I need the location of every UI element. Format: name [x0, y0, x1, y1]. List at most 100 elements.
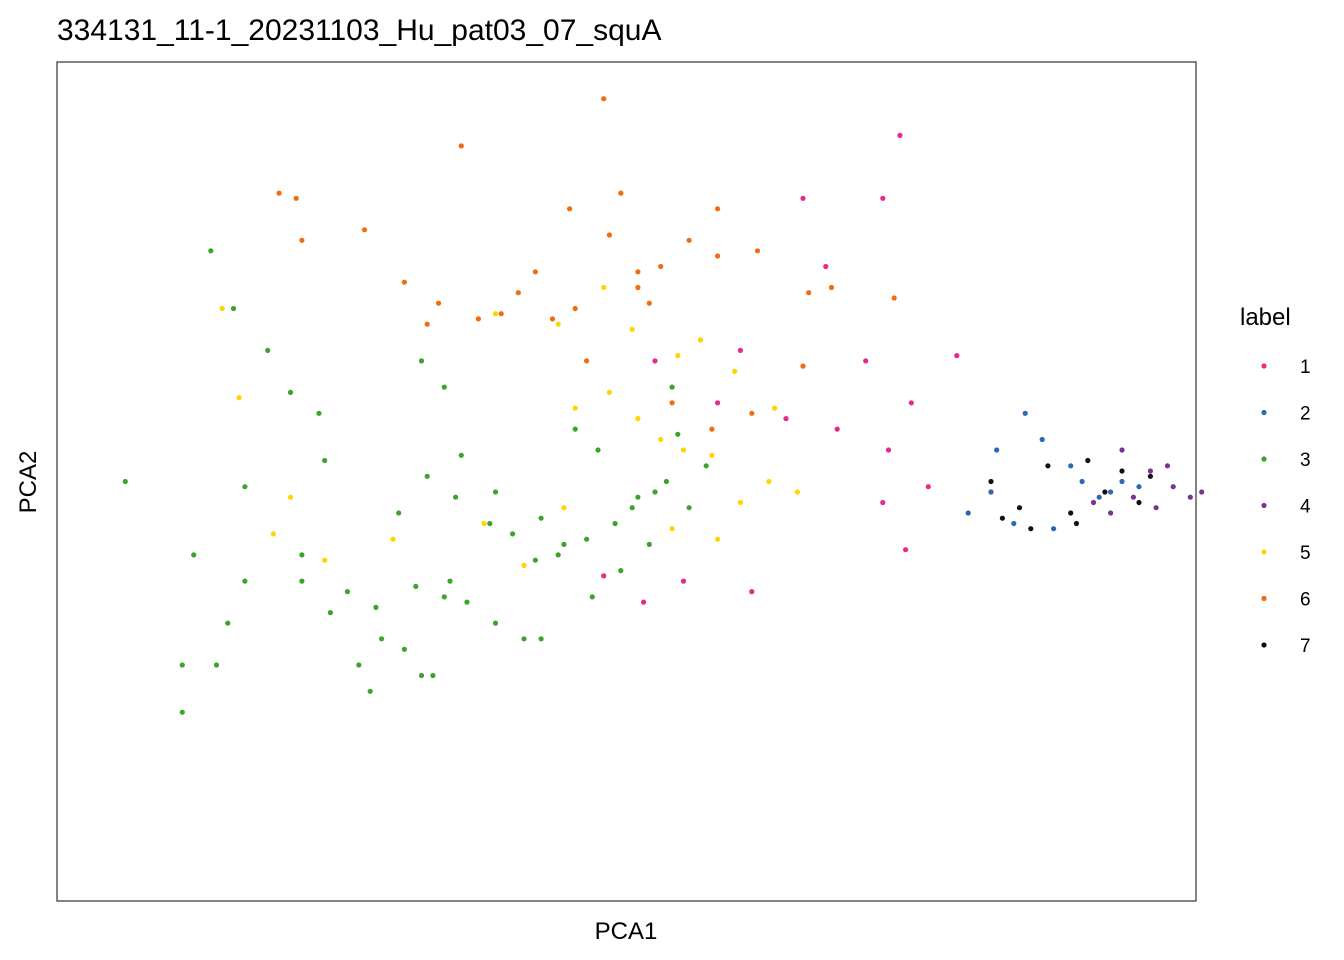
legend-label-5: 5 — [1300, 543, 1311, 564]
point-label-6 — [515, 290, 521, 296]
point-label-3 — [675, 431, 681, 437]
point-label-3 — [413, 583, 419, 590]
legend-label-6: 6 — [1300, 590, 1311, 611]
point-label-1 — [641, 599, 647, 605]
point-label-3 — [453, 494, 459, 500]
point-label-3 — [703, 463, 709, 469]
series-6 — [276, 96, 897, 432]
point-label-6 — [618, 190, 624, 196]
point-label-3 — [464, 599, 470, 605]
point-label-3 — [418, 672, 425, 679]
legend-key-4 — [1261, 502, 1267, 509]
point-label-7 — [1119, 468, 1125, 474]
point-label-3 — [635, 494, 641, 500]
point-label-1 — [680, 578, 687, 584]
point-label-3 — [379, 636, 385, 642]
point-label-5 — [675, 353, 681, 359]
point-label-5 — [766, 478, 772, 485]
point-label-6 — [635, 269, 641, 275]
point-label-1 — [880, 499, 886, 506]
point-label-3 — [618, 568, 624, 574]
point-label-3 — [424, 473, 430, 479]
point-label-6 — [475, 316, 481, 322]
point-label-2 — [994, 447, 1000, 453]
point-label-6 — [572, 305, 578, 312]
point-label-3 — [612, 520, 618, 527]
point-label-2 — [1079, 478, 1085, 485]
point-label-3 — [230, 305, 237, 312]
y-axis-label: PCA2 — [15, 451, 42, 514]
point-label-4 — [1153, 505, 1159, 511]
point-label-3 — [646, 541, 652, 548]
point-label-5 — [555, 321, 561, 327]
point-label-6 — [567, 206, 573, 212]
point-label-1 — [908, 400, 914, 406]
point-label-3 — [327, 610, 333, 616]
point-label-6 — [606, 232, 613, 238]
point-label-2 — [965, 510, 971, 516]
point-label-7 — [1085, 457, 1091, 464]
point-label-2 — [1051, 526, 1057, 532]
point-label-3 — [418, 358, 425, 364]
point-label-3 — [663, 478, 670, 485]
point-label-3 — [122, 478, 128, 485]
point-label-5 — [236, 395, 242, 401]
legend-key-1 — [1261, 363, 1267, 369]
point-label-6 — [828, 284, 835, 291]
point-label-5 — [390, 536, 396, 542]
point-label-2 — [1108, 489, 1114, 495]
point-label-6 — [658, 263, 664, 270]
point-label-7 — [1102, 489, 1108, 495]
point-label-3 — [430, 672, 436, 679]
point-label-6 — [749, 410, 755, 416]
point-label-5 — [219, 305, 225, 312]
legend-key-3 — [1261, 456, 1267, 462]
point-label-1 — [863, 358, 869, 364]
point-label-5 — [772, 405, 778, 411]
point-label-1 — [834, 426, 840, 432]
point-label-6 — [686, 237, 692, 243]
point-label-7 — [1147, 473, 1153, 479]
point-label-2 — [1068, 463, 1074, 469]
point-label-1 — [925, 484, 931, 490]
point-label-5 — [481, 520, 487, 527]
point-label-1 — [800, 195, 806, 201]
point-label-3 — [213, 662, 220, 668]
point-label-6 — [458, 143, 464, 149]
point-label-3 — [179, 662, 185, 668]
point-label-3 — [458, 452, 464, 458]
point-label-6 — [276, 190, 282, 196]
point-label-1 — [737, 347, 744, 353]
chart-title: 334131_11-1_20231103_Hu_pat03_07_squA — [57, 14, 661, 47]
point-label-7 — [988, 478, 994, 485]
point-label-3 — [179, 709, 185, 715]
point-label-3 — [367, 688, 373, 694]
point-label-6 — [800, 363, 806, 369]
point-label-3 — [242, 484, 248, 490]
point-label-4 — [1170, 484, 1176, 490]
points-layer — [122, 96, 1205, 715]
point-label-5 — [794, 489, 801, 495]
legend-key-6 — [1261, 595, 1267, 602]
point-label-3 — [322, 457, 328, 464]
series-5 — [219, 284, 801, 569]
point-label-6 — [754, 248, 761, 254]
point-label-5 — [669, 526, 675, 532]
legend: 1 2 3 4 5 6 7 — [1261, 357, 1311, 657]
point-label-2 — [988, 489, 994, 495]
point-label-7 — [1136, 499, 1142, 506]
point-label-4 — [1108, 510, 1114, 516]
legend-label-2: 2 — [1300, 404, 1311, 425]
series-2 — [965, 410, 1142, 532]
point-label-5 — [715, 536, 721, 542]
point-label-7 — [1073, 520, 1079, 527]
series-3 — [122, 248, 709, 715]
point-label-5 — [732, 368, 738, 374]
point-label-1 — [783, 416, 789, 422]
point-label-5 — [270, 531, 276, 537]
point-label-3 — [584, 536, 590, 542]
point-label-3 — [532, 557, 539, 563]
point-label-3 — [441, 384, 447, 390]
point-label-3 — [589, 594, 595, 600]
